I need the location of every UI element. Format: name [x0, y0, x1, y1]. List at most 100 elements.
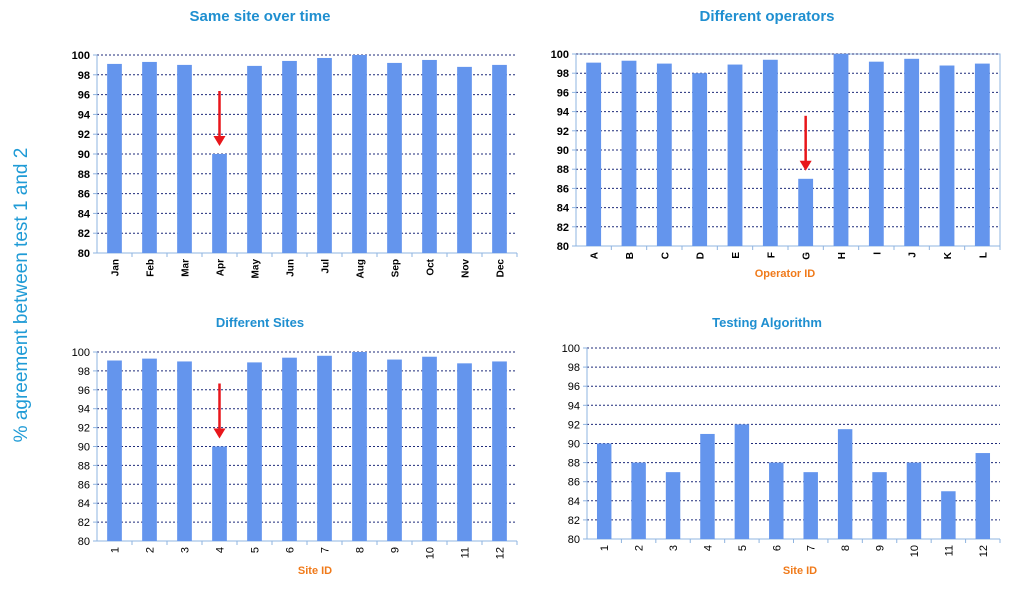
- x-axis-title: Site ID: [782, 565, 818, 577]
- y-tick-label: 88: [568, 458, 580, 470]
- x-tick-label: I: [872, 252, 883, 255]
- bar: [833, 54, 849, 246]
- x-tick-label: K: [943, 251, 954, 259]
- bar: [941, 491, 956, 539]
- x-tick-label: 10: [425, 547, 437, 559]
- y-tick-label: 92: [568, 419, 580, 431]
- bar: [317, 57, 332, 253]
- y-tick-label: 84: [78, 208, 91, 220]
- x-tick-label: 8: [840, 545, 852, 551]
- x-tick-label: Dec: [496, 259, 507, 278]
- x-tick-label: J: [908, 252, 919, 258]
- bar: [692, 73, 708, 246]
- y-tick-label: 94: [78, 404, 90, 416]
- x-tick-label: D: [696, 252, 707, 259]
- y-tick-label: 92: [78, 129, 90, 141]
- x-tick-label: May: [251, 259, 262, 279]
- bar: [212, 446, 227, 541]
- y-tick-label: 100: [562, 343, 580, 355]
- x-tick-label: Nov: [461, 259, 472, 278]
- x-tick-label: 5: [250, 547, 262, 553]
- x-tick-label: 1: [599, 545, 611, 551]
- x-tick-label: H: [837, 252, 848, 259]
- bar: [317, 355, 332, 541]
- y-tick-label: 84: [568, 496, 580, 508]
- x-tick-label: 2: [145, 547, 157, 553]
- y-tick-label: 86: [568, 477, 580, 489]
- bar: [282, 357, 297, 541]
- y-tick-label: 90: [557, 145, 569, 157]
- y-tick-label: 98: [557, 68, 569, 80]
- highlight-arrow-head: [213, 428, 226, 439]
- bar: [596, 443, 612, 539]
- x-tick-label: Apr: [216, 259, 227, 276]
- bar: [107, 63, 122, 253]
- x-tick-label: E: [731, 252, 742, 259]
- x-tick-label: Feb: [146, 259, 157, 277]
- bar: [247, 65, 262, 253]
- y-tick-label: 80: [78, 536, 90, 548]
- y-tick-label: 98: [78, 366, 90, 378]
- x-tick-label: 3: [180, 547, 192, 553]
- chart-different-operators: Different operators 80 82 84 86 88 90 92 94 96 98…: [520, 0, 1014, 300]
- y-tick-label: 94: [78, 109, 91, 121]
- bar: [621, 60, 637, 246]
- y-tick-label: 86: [78, 479, 90, 491]
- y-tick-label: 82: [568, 515, 580, 527]
- y-tick-label: 94: [568, 400, 580, 412]
- y-tick-label: 96: [78, 385, 90, 397]
- chart-title: Same site over time: [189, 8, 331, 25]
- y-tick-label: 80: [78, 248, 90, 260]
- bar: [803, 472, 818, 539]
- x-tick-label: 10: [909, 545, 921, 557]
- x-tick-label: 9: [390, 547, 402, 553]
- x-tick-label: Aug: [356, 259, 367, 278]
- bar: [177, 361, 192, 541]
- chart-testing-algorithm: Testing Algorithm 80 82 84 86 88 90 92 94 96 98 10…: [520, 300, 1014, 589]
- x-tick-label: Jan: [111, 259, 122, 276]
- bar: [631, 462, 646, 539]
- bar: [974, 63, 990, 246]
- x-tick-label: Mar: [181, 259, 192, 277]
- x-tick-label: C: [660, 252, 671, 259]
- bar: [734, 424, 750, 539]
- y-tick-label: 80: [568, 534, 580, 546]
- y-tick-label: 86: [557, 183, 569, 195]
- highlight-arrow-head: [213, 136, 226, 146]
- x-tick-label: 3: [668, 545, 680, 551]
- bar: [868, 61, 884, 247]
- bar: [457, 363, 472, 541]
- x-tick-label: G: [802, 252, 813, 260]
- y-tick-label: 82: [557, 222, 569, 234]
- x-tick-label: 8: [355, 547, 367, 553]
- y-tick-label: 96: [78, 90, 90, 102]
- x-tick-label: B: [625, 252, 636, 259]
- x-tick-label: 7: [320, 547, 332, 553]
- bar: [700, 433, 715, 539]
- bar: [798, 178, 814, 246]
- y-tick-label: 92: [78, 423, 90, 435]
- x-tick-label: 6: [285, 547, 297, 553]
- x-tick-label: 9: [875, 545, 887, 551]
- x-tick-label: F: [766, 252, 777, 258]
- chart-canvas: 80 82 84 86 88 90 92 94 96 98 100 A B C D E F G H I J K L: [551, 49, 1001, 260]
- bar: [762, 59, 778, 247]
- chart-title: Testing Algorithm: [712, 315, 822, 330]
- bar: [422, 59, 437, 254]
- chart-title: Different operators: [699, 8, 835, 25]
- bar: [727, 64, 743, 246]
- bar: [837, 429, 853, 539]
- highlight-arrow-head: [799, 160, 812, 171]
- bar: [665, 472, 681, 539]
- bar: [656, 63, 672, 246]
- x-axis-title: Operator ID: [754, 268, 816, 280]
- bar: [387, 62, 402, 253]
- bar: [142, 61, 157, 254]
- y-tick-label: 88: [557, 164, 569, 176]
- y-tick-label: 86: [78, 189, 90, 201]
- y-tick-label: 90: [568, 439, 580, 451]
- bar: [769, 462, 784, 539]
- chart-title: Different Sites: [215, 315, 305, 330]
- x-tick-label: 1: [110, 547, 122, 553]
- bar: [247, 362, 262, 541]
